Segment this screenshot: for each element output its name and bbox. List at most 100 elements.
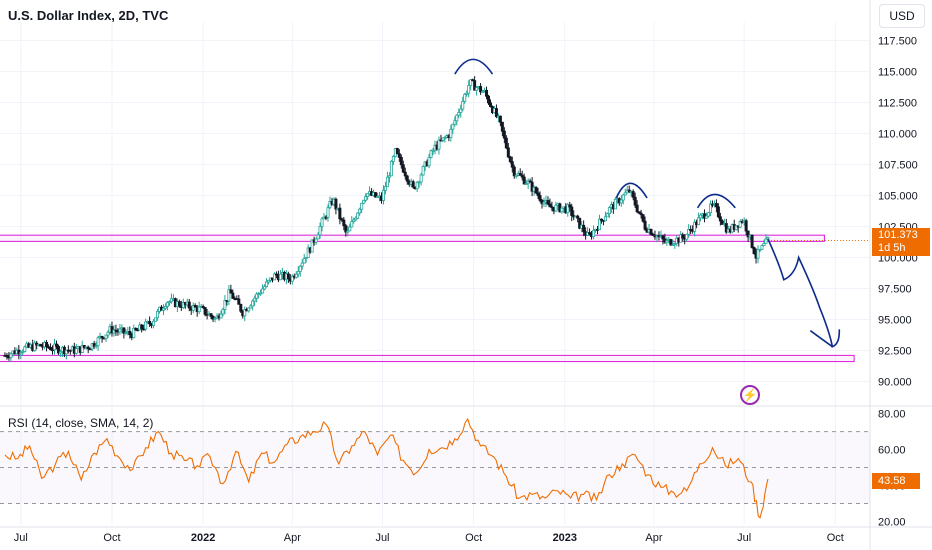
candle-body bbox=[437, 139, 441, 150]
candle-body bbox=[94, 345, 98, 348]
candle-body bbox=[441, 137, 445, 141]
candle-body bbox=[463, 93, 467, 102]
candle-body bbox=[340, 218, 344, 221]
currency-button[interactable]: USD bbox=[879, 4, 925, 28]
candle-body bbox=[253, 297, 257, 302]
candle-body bbox=[163, 305, 167, 309]
candle-body bbox=[764, 238, 768, 244]
candle-body bbox=[278, 273, 282, 281]
high-arc bbox=[696, 193, 736, 209]
candle-body bbox=[661, 235, 665, 240]
candle-body bbox=[449, 128, 453, 138]
candle-body bbox=[699, 214, 703, 219]
price-tick-label: 90.000 bbox=[878, 376, 912, 388]
chart-title: U.S. Dollar Index, 2D, TVC bbox=[8, 8, 169, 23]
candle-body bbox=[459, 108, 463, 113]
candle-body bbox=[326, 207, 330, 218]
candle-body bbox=[716, 206, 720, 218]
candle-body bbox=[310, 239, 314, 253]
candle-body bbox=[350, 221, 354, 228]
candle-body bbox=[374, 192, 378, 198]
candle-body bbox=[286, 273, 290, 279]
candle-body bbox=[465, 92, 469, 95]
candle-body bbox=[485, 89, 489, 97]
candle-body bbox=[352, 219, 356, 222]
candle-body bbox=[548, 203, 552, 208]
candle-body bbox=[471, 79, 475, 82]
candle-body bbox=[274, 273, 278, 276]
candle-body bbox=[243, 308, 247, 317]
candle-body bbox=[623, 192, 627, 196]
lightning-icon[interactable]: ⚡ bbox=[740, 385, 760, 405]
candle-body bbox=[193, 305, 197, 308]
candle-body bbox=[82, 344, 86, 349]
candle-body bbox=[203, 307, 207, 315]
candle-body bbox=[191, 305, 195, 311]
candle-body bbox=[705, 215, 709, 219]
candle-body bbox=[546, 200, 550, 205]
candle-body bbox=[760, 245, 764, 250]
time-tick-label: Apr bbox=[645, 532, 662, 544]
candle-body bbox=[56, 345, 60, 354]
price-tick-label: 112.500 bbox=[878, 98, 917, 110]
candle-body bbox=[213, 317, 217, 320]
price-candles bbox=[3, 76, 870, 362]
candle-body bbox=[681, 234, 685, 239]
candle-body bbox=[461, 100, 465, 110]
price-tick-label: 95.000 bbox=[878, 314, 912, 326]
candle-body bbox=[68, 349, 72, 352]
candle-body bbox=[86, 346, 90, 350]
candle-body bbox=[411, 181, 415, 188]
candle-body bbox=[685, 233, 689, 240]
candle-body bbox=[348, 226, 352, 232]
candle-body bbox=[479, 86, 483, 93]
time-tick-label: Jul bbox=[14, 532, 28, 544]
candle-body bbox=[96, 337, 100, 347]
candle-body bbox=[298, 265, 302, 272]
candle-body bbox=[605, 213, 609, 218]
candle-body bbox=[687, 229, 691, 235]
candle-body bbox=[389, 160, 393, 177]
candle-body bbox=[249, 305, 253, 309]
candle-body bbox=[294, 273, 298, 278]
candle-body bbox=[417, 181, 421, 184]
rsi-title: RSI (14, close, SMA, 14, 2) bbox=[8, 416, 154, 430]
time-axis: Jul Oct 2022 Apr Jul Oct 2023 Apr Jul Oct bbox=[14, 532, 844, 544]
price-tick-label: 97.500 bbox=[878, 283, 912, 295]
candle-body bbox=[592, 230, 596, 238]
candle-body bbox=[169, 298, 173, 303]
support-zone bbox=[0, 354, 855, 363]
candle-body bbox=[239, 303, 243, 312]
candle-body bbox=[39, 343, 43, 347]
candle-body bbox=[356, 212, 360, 219]
candle-body bbox=[724, 223, 728, 233]
candle-body bbox=[734, 225, 738, 230]
candle-body bbox=[597, 218, 601, 231]
price-tick-label: 92.500 bbox=[878, 345, 912, 357]
candle-body bbox=[607, 207, 611, 215]
candle-body bbox=[124, 332, 128, 334]
candle-body bbox=[104, 334, 108, 340]
candle-body bbox=[17, 349, 21, 355]
candle-body bbox=[395, 148, 399, 155]
candle-body bbox=[54, 343, 58, 347]
candle-body bbox=[599, 218, 603, 221]
candle-body bbox=[504, 137, 508, 149]
candle-body bbox=[296, 271, 300, 275]
candle-body bbox=[187, 301, 191, 309]
candle-body bbox=[92, 343, 96, 347]
candle-body bbox=[19, 352, 23, 355]
candle-body bbox=[334, 198, 338, 210]
candle-body bbox=[362, 199, 366, 204]
candle-body bbox=[453, 120, 457, 125]
candle-body bbox=[140, 324, 144, 330]
candle-body bbox=[156, 310, 160, 319]
candle-body bbox=[671, 244, 675, 246]
candle-body bbox=[251, 300, 255, 307]
candle-body bbox=[582, 224, 586, 233]
candle-body bbox=[74, 348, 78, 354]
candle-body bbox=[306, 247, 310, 258]
candle-body bbox=[302, 258, 306, 264]
candle-body bbox=[167, 301, 171, 304]
